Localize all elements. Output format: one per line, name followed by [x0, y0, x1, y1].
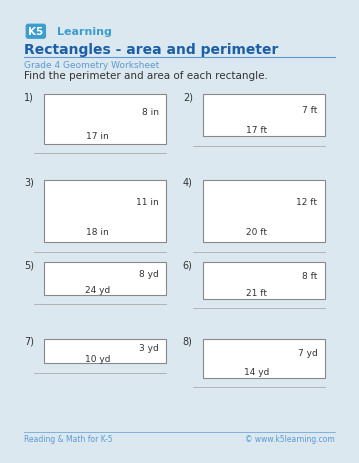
Text: 12 ft: 12 ft — [297, 198, 317, 206]
Bar — [44, 339, 166, 363]
Text: 24 yd: 24 yd — [85, 285, 111, 294]
Bar — [44, 263, 166, 295]
Text: 11 in: 11 in — [136, 198, 159, 206]
Text: 8 in: 8 in — [142, 108, 159, 117]
Text: 6): 6) — [183, 260, 193, 270]
Text: 3): 3) — [24, 177, 34, 187]
Text: 7): 7) — [24, 336, 34, 346]
Text: 17 in: 17 in — [87, 131, 109, 141]
Text: 5): 5) — [24, 260, 34, 270]
Bar — [202, 95, 325, 137]
Text: 17 ft: 17 ft — [246, 125, 267, 134]
Text: 8): 8) — [183, 336, 193, 346]
Text: © www.k5learning.com: © www.k5learning.com — [245, 434, 335, 443]
Text: 18 in: 18 in — [87, 228, 109, 237]
Text: 7 ft: 7 ft — [302, 106, 317, 114]
Text: 20 ft: 20 ft — [246, 228, 267, 237]
Text: 8 yd: 8 yd — [139, 269, 159, 279]
Text: 4): 4) — [183, 177, 193, 187]
Text: Grade 4 Geometry Worksheet: Grade 4 Geometry Worksheet — [24, 61, 159, 70]
Text: 2): 2) — [183, 92, 193, 102]
Text: Reading & Math for K-5: Reading & Math for K-5 — [24, 434, 113, 443]
Text: Rectangles - area and perimeter: Rectangles - area and perimeter — [24, 43, 279, 56]
Text: 10 yd: 10 yd — [85, 355, 111, 363]
Bar — [202, 339, 325, 378]
Text: 1): 1) — [24, 92, 34, 102]
Bar — [44, 180, 166, 243]
Text: 7 yd: 7 yd — [298, 348, 317, 357]
Text: K5: K5 — [28, 27, 43, 37]
Text: 21 ft: 21 ft — [246, 288, 267, 297]
Text: 14 yd: 14 yd — [244, 367, 269, 376]
Text: 3 yd: 3 yd — [139, 343, 159, 352]
Bar — [44, 95, 166, 144]
Bar — [202, 180, 325, 243]
Text: Find the perimeter and area of each rectangle.: Find the perimeter and area of each rect… — [24, 71, 268, 81]
Bar — [202, 263, 325, 299]
Text: Learning: Learning — [57, 27, 112, 37]
Text: 8 ft: 8 ft — [302, 271, 317, 280]
